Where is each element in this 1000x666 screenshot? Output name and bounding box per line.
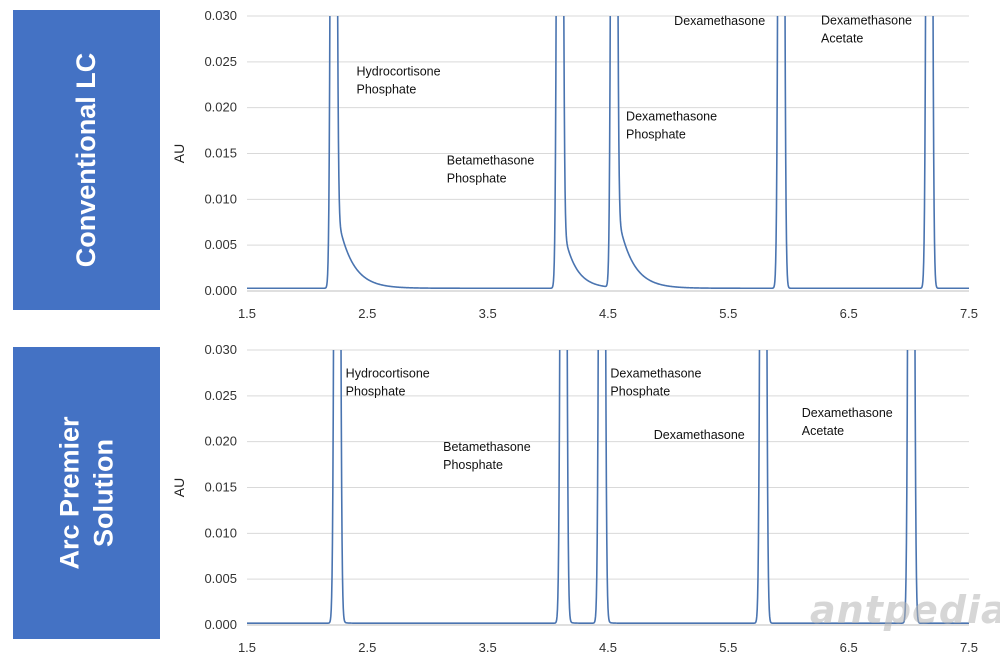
x-tick-label: 3.5 [479,640,497,655]
y-tick-label: 0.025 [204,388,237,403]
chromatogram-arc-premier: 0.000 0.005 0.010 0.015 0.020 0.025 0.030 1.5 2.… [171,342,978,655]
peak-label: Hydrocortisone Phosphate [357,65,441,97]
panel-label-arc-premier: Arc Premier Solution [13,347,160,639]
x-tick-label: 2.5 [358,640,376,655]
watermark-logo: antpedia [810,588,1000,632]
chromatogram-trace [247,350,969,624]
y-axis-label: AU [171,144,187,163]
x-tick-label: 7.5 [960,640,978,655]
panel-label-text: Arc Premier Solution [53,416,121,569]
y-tick-label: 0.010 [204,525,237,540]
panel-label-conventional-lc: Conventional LC [13,10,160,310]
y-tick-label: 0.005 [204,237,237,252]
panel-label-line-1: Arc Premier [53,416,84,570]
peak-label: Dexamethasone Acetate [821,13,912,45]
peak-label: Dexamethasone [654,428,745,442]
x-tick-label: 5.5 [719,306,737,321]
y-tick-label: 0.015 [204,480,237,495]
chromatogram-conventional-lc: 0.000 0.005 0.010 0.015 0.020 0.025 0.030 1.5 2.… [171,8,978,321]
peak-label: Dexamethasone Acetate [802,406,893,438]
x-tick-label: 1.5 [238,640,256,655]
peak-label: Betamethasone Phosphate [443,440,531,472]
x-tick-label: 6.5 [840,306,858,321]
x-tick-label: 4.5 [599,640,617,655]
x-tick-label: 2.5 [358,306,376,321]
x-tick-label: 3.5 [479,306,497,321]
y-tick-label: 0.005 [204,571,237,586]
x-tick-label: 5.5 [719,640,737,655]
x-tick-label: 7.5 [960,306,978,321]
peak-label: Dexamethasone [674,14,765,28]
panel-label-line-2: Solution [87,439,118,547]
y-tick-label: 0.015 [204,146,237,161]
peak-label: Dexamethasone Phosphate [610,367,701,399]
x-tick-label: 6.5 [840,640,858,655]
peak-label: Betamethasone Phosphate [447,154,535,186]
y-axis-label: AU [171,478,187,497]
y-tick-label: 0.000 [204,617,237,632]
peak-label: Hydrocortisone Phosphate [346,367,430,399]
chromatogram-trace [247,16,969,290]
y-tick-label: 0.030 [204,342,237,357]
y-tick-label: 0.030 [204,8,237,23]
y-tick-label: 0.020 [204,434,237,449]
y-tick-label: 0.000 [204,283,237,298]
peak-label: Dexamethasone Phosphate [626,110,717,142]
x-tick-label: 4.5 [599,306,617,321]
x-tick-label: 1.5 [238,306,256,321]
panel-label-text: Conventional LC [70,52,101,268]
y-tick-label: 0.020 [204,100,237,115]
y-tick-label: 0.025 [204,54,237,69]
y-tick-label: 0.010 [204,191,237,206]
